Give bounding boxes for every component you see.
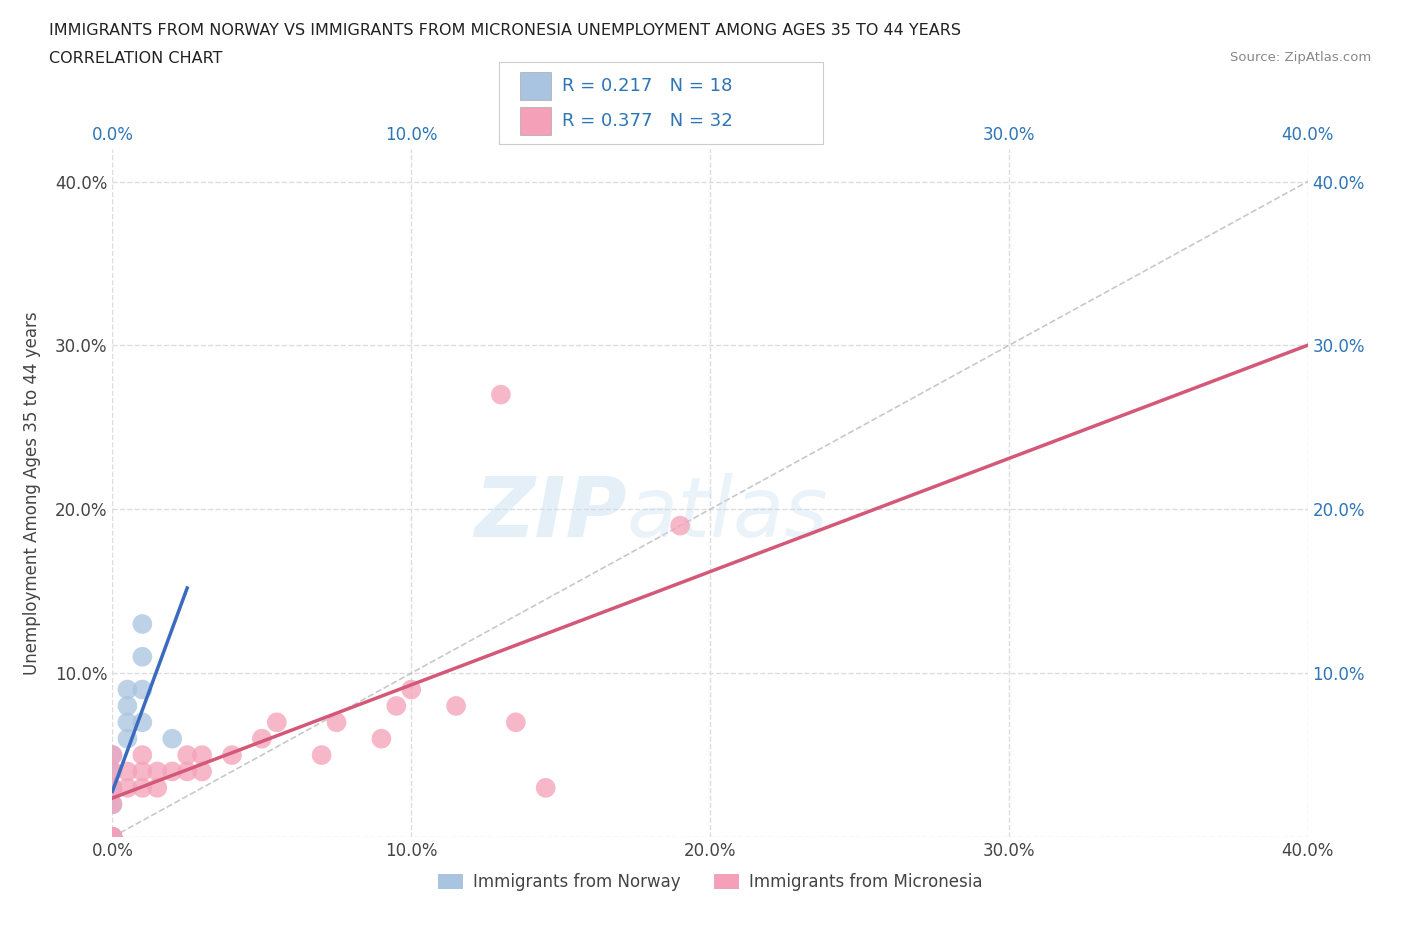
Point [101, 748, 124, 763]
Point [101, 830, 124, 844]
Point [117, 715, 139, 730]
Point [176, 764, 198, 779]
Point [101, 830, 124, 844]
Point [146, 764, 169, 779]
Y-axis label: Unemployment Among Ages 35 to 44 years: Unemployment Among Ages 35 to 44 years [24, 312, 41, 674]
Point [101, 830, 124, 844]
Point [131, 649, 153, 664]
Point [162, 731, 183, 746]
Point [131, 682, 153, 697]
Point [534, 780, 557, 795]
Point [505, 715, 527, 730]
Point [101, 830, 124, 844]
Point [131, 617, 153, 631]
Point [146, 780, 169, 795]
Point [401, 682, 423, 697]
Point [101, 780, 124, 795]
Point [101, 830, 124, 844]
Point [101, 830, 124, 844]
Point [669, 518, 692, 533]
Point [101, 797, 124, 812]
Point [221, 748, 243, 763]
Point [101, 764, 124, 779]
Point [162, 764, 183, 779]
Text: IMMIGRANTS FROM NORWAY VS IMMIGRANTS FROM MICRONESIA UNEMPLOYMENT AMONG AGES 35 : IMMIGRANTS FROM NORWAY VS IMMIGRANTS FRO… [49, 23, 962, 38]
Point [385, 698, 408, 713]
Point [117, 698, 139, 713]
Point [117, 731, 139, 746]
Point [101, 764, 124, 779]
Point [101, 748, 124, 763]
Point [176, 748, 198, 763]
Text: R = 0.377   N = 32: R = 0.377 N = 32 [562, 112, 733, 130]
Point [117, 764, 139, 779]
Text: CORRELATION CHART: CORRELATION CHART [49, 51, 222, 66]
Point [101, 830, 124, 844]
Point [101, 797, 124, 812]
Point [191, 764, 214, 779]
Point [101, 780, 124, 795]
Text: Source: ZipAtlas.com: Source: ZipAtlas.com [1230, 51, 1371, 64]
Point [117, 682, 139, 697]
Point [131, 764, 153, 779]
Point [101, 830, 124, 844]
Text: R = 0.217   N = 18: R = 0.217 N = 18 [562, 76, 733, 95]
Point [250, 731, 273, 746]
Point [131, 780, 153, 795]
Point [444, 698, 467, 713]
Text: atlas: atlas [627, 473, 828, 554]
Point [489, 387, 512, 402]
Point [370, 731, 392, 746]
Legend: Immigrants from Norway, Immigrants from Micronesia: Immigrants from Norway, Immigrants from … [432, 866, 988, 897]
Point [191, 748, 214, 763]
Point [117, 780, 139, 795]
Point [311, 748, 333, 763]
Point [325, 715, 347, 730]
Point [266, 715, 288, 730]
Point [131, 715, 153, 730]
Point [131, 748, 153, 763]
Text: ZIP: ZIP [474, 473, 627, 554]
